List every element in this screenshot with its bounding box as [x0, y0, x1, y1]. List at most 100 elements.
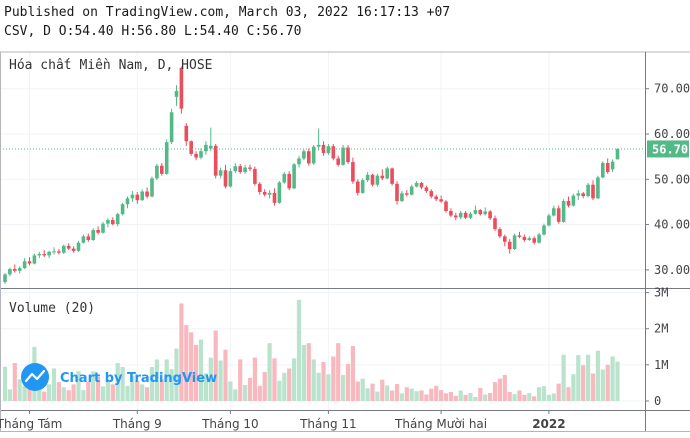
candle-body [365, 174, 370, 181]
candle-body [218, 170, 223, 176]
volume-bar [174, 348, 179, 401]
volume-bar [311, 359, 316, 401]
candle-body [8, 268, 12, 275]
candle-body [71, 248, 76, 251]
volume-bar [483, 394, 488, 401]
volume-bar [561, 354, 566, 401]
candle-body [346, 147, 350, 163]
volume-bar [590, 373, 596, 401]
volume-bar [429, 388, 434, 401]
candle-body [581, 193, 585, 197]
volume-bar [233, 389, 238, 401]
volume-bar [390, 390, 395, 401]
candle-body [586, 184, 590, 197]
volume-bar [120, 367, 125, 401]
tradingview-watermark[interactable]: Chart by TradingView [21, 363, 217, 391]
volume-bar [375, 391, 380, 401]
volume-bar [252, 357, 257, 401]
candle-body [174, 90, 179, 97]
volume-bar [439, 390, 444, 401]
candle-body [341, 147, 345, 165]
volume-bar [341, 374, 346, 401]
volume-tick-label: 1M [654, 358, 668, 372]
candle-body [150, 178, 154, 197]
volume-bar [488, 393, 493, 401]
candle-body [356, 181, 360, 193]
candle-body [439, 199, 443, 202]
tradingview-logo-line-icon [24, 369, 46, 383]
candle-body [547, 215, 551, 226]
volume-bar [424, 394, 429, 401]
candle-body [243, 167, 247, 173]
candle-body [331, 146, 336, 159]
candle-body [66, 245, 71, 249]
candle-body [253, 168, 257, 184]
candle-body [86, 236, 91, 240]
candle-body [125, 198, 130, 205]
volume-bar [169, 369, 174, 401]
candle-body [248, 167, 252, 169]
candle-body [522, 236, 527, 240]
volume-bar [409, 388, 414, 401]
volume-bar [257, 385, 262, 401]
volume-bar [47, 384, 52, 401]
volume-bar [419, 390, 424, 401]
volume-bar [414, 391, 419, 401]
candle-body [96, 230, 100, 233]
volume-bar [22, 385, 27, 401]
candle-body [561, 201, 566, 222]
volume-bar [566, 387, 571, 401]
volume-bar [546, 394, 551, 401]
volume-bar [81, 390, 86, 401]
volume-bar [135, 380, 140, 401]
volume-bar [100, 386, 106, 401]
volume-bar [42, 391, 47, 401]
candle-body [130, 194, 135, 199]
candle-body [400, 193, 404, 202]
candle-body [444, 201, 448, 211]
ohlc-header: CSV, D O:54.40 H:56.80 L:54.40 C:56.70 [4, 24, 302, 39]
volume-bar [473, 396, 478, 401]
volume-bar [345, 364, 351, 401]
candle-body [414, 182, 419, 187]
volume-bar [576, 355, 581, 401]
volume-bar [453, 395, 458, 401]
volume-bar [355, 381, 360, 401]
candle-body [517, 235, 522, 237]
time-tick-label: Tháng 10 [201, 417, 259, 431]
candle-body [405, 193, 409, 195]
candle-body [488, 211, 492, 219]
volume-bar [581, 365, 586, 401]
volume-bar [228, 381, 233, 401]
candle-body [468, 213, 473, 218]
candle-body [164, 142, 169, 174]
time-tick-label: Tháng Tám [0, 417, 62, 431]
volume-bar [615, 361, 620, 401]
candle-body [385, 168, 389, 179]
candle-body [424, 187, 429, 192]
volume-bar [7, 389, 12, 401]
candle-body [179, 67, 184, 109]
candle-body [37, 254, 42, 256]
volume-bar [316, 372, 321, 401]
candle-body [238, 166, 242, 173]
candle-body [454, 215, 458, 218]
candle-body [76, 242, 81, 251]
candle-body [380, 175, 385, 179]
volume-tick-label: 0 [654, 394, 661, 408]
candle-body [209, 145, 213, 149]
candle-body [223, 170, 228, 187]
candle-body [532, 238, 536, 243]
published-header: Published on TradingView.com, March 03, … [4, 5, 451, 20]
volume-bar [458, 390, 463, 401]
volume-bar [272, 358, 277, 401]
candle-body [52, 251, 56, 253]
candle-body [473, 210, 478, 214]
volume-bar [365, 388, 370, 401]
candle-body [233, 166, 238, 172]
watermark-text: Chart by TradingView [60, 371, 217, 386]
volume-bar [159, 379, 164, 401]
candle-body [419, 182, 424, 188]
candle-body [145, 191, 149, 197]
